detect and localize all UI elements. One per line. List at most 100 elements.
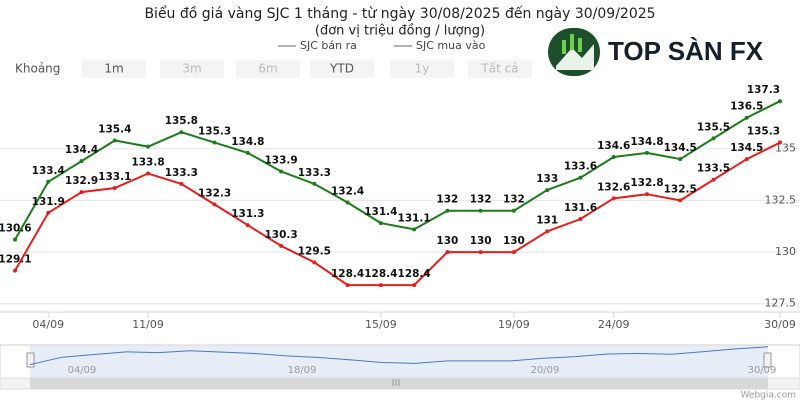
point — [644, 192, 649, 197]
value-label: 134.5 — [664, 142, 697, 154]
value-label: 132.6 — [597, 181, 630, 193]
value-label: 133.3 — [165, 167, 198, 179]
point — [179, 130, 184, 135]
range-label: Khoảng — [15, 62, 60, 76]
navigator-mask[interactable] — [30, 345, 768, 378]
range-button[interactable] — [390, 60, 454, 78]
value-label: 131.9 — [32, 196, 65, 208]
value-label: 135.5 — [697, 121, 730, 133]
value-label: 132.9 — [65, 175, 98, 187]
value-label: 135.3 — [747, 126, 780, 138]
value-label: 131.6 — [564, 202, 597, 214]
value-label: 130 — [470, 235, 492, 247]
value-label: 132 — [470, 194, 492, 206]
value-label: 131.1 — [398, 212, 431, 224]
value-label: 134.8 — [630, 136, 663, 148]
value-label: 132.5 — [664, 183, 697, 195]
navigator-label: 30/09 — [748, 365, 777, 376]
navigator-label: 04/09 — [68, 365, 97, 376]
y-tick-label: 132.5 — [765, 193, 797, 206]
logo-mountain — [556, 44, 594, 70]
x-tick-label: 04/09 — [32, 318, 64, 331]
value-label: 134.5 — [730, 142, 763, 154]
point — [146, 144, 151, 149]
point — [312, 260, 317, 265]
scrollbar-thumb[interactable] — [30, 378, 768, 389]
range-button[interactable] — [160, 60, 224, 78]
point — [412, 283, 417, 288]
point — [345, 200, 350, 205]
point — [279, 169, 284, 174]
range-button[interactable] — [236, 60, 300, 78]
value-label: 133.1 — [98, 171, 131, 183]
range-button[interactable] — [310, 60, 374, 78]
navigator-label: 18/09 — [288, 365, 317, 376]
value-label: 133.4 — [32, 165, 65, 177]
range-button[interactable] — [468, 60, 532, 78]
point — [778, 99, 782, 104]
point — [744, 157, 749, 162]
x-tick-label: 24/09 — [598, 318, 630, 331]
point — [112, 186, 117, 190]
logo: TOP SÀN FX — [548, 28, 764, 76]
point — [212, 140, 217, 145]
navigator-label: 20/09 — [531, 365, 560, 376]
value-label: 133 — [536, 173, 558, 185]
range-button-label: Tất cả — [480, 62, 518, 76]
chart-subtitle: (đơn vị triệu đồng / lượng) — [315, 24, 485, 39]
range-button[interactable] — [82, 60, 146, 78]
legend-label[interactable]: SJC mua vào — [416, 39, 486, 52]
navigator-handle[interactable] — [763, 352, 772, 368]
point — [644, 150, 649, 155]
y-tick-label: 130 — [775, 245, 796, 258]
series-line — [14, 100, 781, 241]
x-tick-label: 11/09 — [132, 318, 164, 331]
point — [611, 155, 616, 159]
point — [478, 250, 483, 255]
point — [578, 175, 583, 180]
y-tick-label: 135 — [775, 142, 796, 155]
point — [13, 237, 17, 242]
value-label: 128.4 — [331, 268, 364, 280]
value-label: 132 — [436, 194, 458, 206]
point — [279, 243, 284, 248]
legend-label[interactable]: SJC bán ra — [300, 39, 357, 52]
series-line — [14, 141, 781, 287]
point — [412, 227, 417, 232]
x-tick-label: 30/09 — [764, 318, 796, 331]
navigator-line — [29, 346, 769, 366]
value-label: 130.6 — [0, 223, 32, 235]
point — [245, 150, 250, 155]
credit: Webgia.com — [741, 391, 796, 400]
point — [744, 115, 749, 120]
point — [678, 157, 683, 162]
navigator-handle[interactable] — [26, 352, 35, 368]
point — [312, 181, 317, 186]
value-label: 133.8 — [131, 157, 164, 169]
value-label: 129.1 — [0, 254, 32, 266]
point — [578, 217, 583, 221]
point — [46, 210, 51, 215]
value-label: 137.3 — [747, 84, 780, 96]
value-label: 132.8 — [630, 177, 663, 189]
range-button-label: 3m — [182, 62, 201, 76]
point — [212, 202, 217, 207]
point — [478, 208, 483, 213]
value-label: 134.6 — [597, 140, 630, 152]
value-label: 131 — [536, 214, 558, 226]
value-label: 128.4 — [398, 268, 431, 280]
value-label: 132.4 — [331, 185, 364, 197]
point — [378, 221, 383, 226]
value-label: 130 — [503, 235, 525, 247]
logo-bar — [570, 34, 574, 50]
value-label: 136.5 — [730, 101, 763, 113]
value-label: 128.4 — [364, 268, 397, 280]
value-label: 135.8 — [165, 115, 198, 127]
point — [79, 190, 84, 195]
value-label: 131.4 — [364, 206, 397, 218]
point — [511, 250, 516, 255]
value-label: 135.4 — [98, 123, 131, 135]
point — [445, 208, 450, 213]
point — [179, 181, 184, 186]
range-button-label: 6m — [258, 62, 277, 76]
